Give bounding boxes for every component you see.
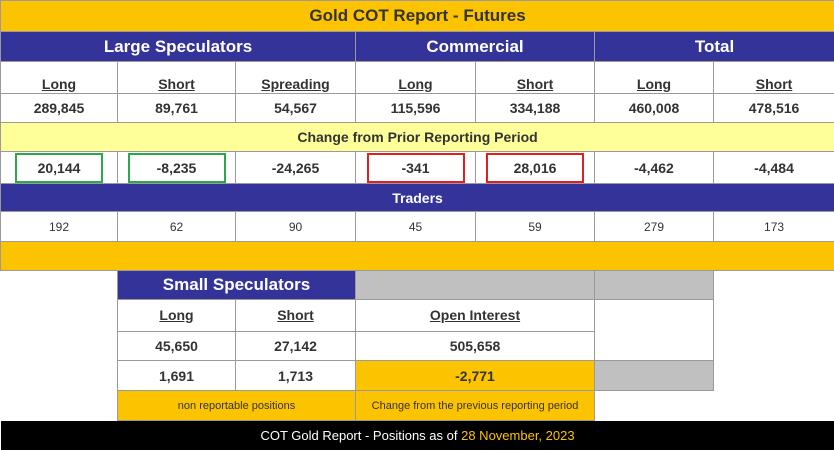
open-interest-change: -2,771: [356, 361, 595, 391]
traders-large-long: 192: [1, 212, 118, 242]
small-long-value: 45,650: [118, 332, 236, 361]
footer-text: COT Gold Report - Positions as of: [260, 428, 457, 443]
small-speculators-header: Small Speculators: [118, 271, 356, 300]
col-large-long: Long: [1, 62, 118, 94]
change-total-short: -4,484: [714, 152, 834, 184]
traders-large-short: 62: [118, 212, 236, 242]
traders-total-short: 173: [714, 212, 834, 242]
small-note: non reportable positions: [118, 391, 356, 421]
change-large-short: -8,235: [128, 153, 226, 183]
traders-large-spreading: 90: [236, 212, 356, 242]
col-large-short: Short: [118, 62, 236, 94]
change-commercial-short-cell: 28,016: [476, 152, 595, 184]
right-spacer: [714, 271, 834, 421]
col-total-short: Short: [714, 62, 834, 94]
traders-header: Traders: [1, 184, 834, 212]
change-commercial-short: 28,016: [486, 153, 584, 183]
change-total-long: -4,462: [595, 152, 714, 184]
change-commercial-long-cell: -341: [356, 152, 476, 184]
blank-note-cell: [595, 391, 714, 421]
position-commercial-long: 115,596: [356, 94, 476, 123]
col-total-long: Long: [595, 62, 714, 94]
gray-block-right: [595, 271, 714, 300]
gray-block: [356, 271, 595, 300]
col-commercial-long: Long: [356, 62, 476, 94]
open-interest-value: 505,658: [356, 332, 595, 361]
change-commercial-long: -341: [367, 153, 465, 183]
position-commercial-short: 334,188: [476, 94, 595, 123]
position-large-short: 89,761: [118, 94, 236, 123]
traders-commercial-long: 45: [356, 212, 476, 242]
small-long-change: 1,691: [118, 361, 236, 391]
separator-bar: [1, 242, 834, 271]
position-total-short: 478,516: [714, 94, 834, 123]
traders-total-long: 279: [595, 212, 714, 242]
left-spacer: [1, 271, 118, 421]
position-total-long: 460,008: [595, 94, 714, 123]
group-large-speculators: Large Speculators: [1, 32, 356, 62]
report-title: Gold COT Report - Futures: [1, 1, 834, 32]
change-large-long: 20,144: [15, 153, 103, 183]
change-header: Change from Prior Reporting Period: [1, 123, 834, 152]
traders-commercial-short: 59: [476, 212, 595, 242]
small-long-label: Long: [118, 300, 236, 332]
change-large-long-cell: 20,144: [1, 152, 118, 184]
gray-block-small: [595, 361, 714, 391]
open-interest-label: Open Interest: [356, 300, 595, 332]
group-commercial: Commercial: [356, 32, 595, 62]
small-short-value: 27,142: [236, 332, 356, 361]
small-short-change: 1,713: [236, 361, 356, 391]
position-large-long: 289,845: [1, 94, 118, 123]
col-large-spreading: Spreading: [236, 62, 356, 94]
footer-date: 28 November, 2023: [461, 428, 574, 443]
group-total: Total: [595, 32, 834, 62]
open-interest-note: Change from the previous reporting perio…: [356, 391, 595, 421]
position-large-spreading: 54,567: [236, 94, 356, 123]
small-short-label: Short: [236, 300, 356, 332]
blank-cell: [595, 300, 714, 361]
change-large-spreading: -24,265: [236, 152, 356, 184]
change-large-short-cell: -8,235: [118, 152, 236, 184]
col-commercial-short: Short: [476, 62, 595, 94]
